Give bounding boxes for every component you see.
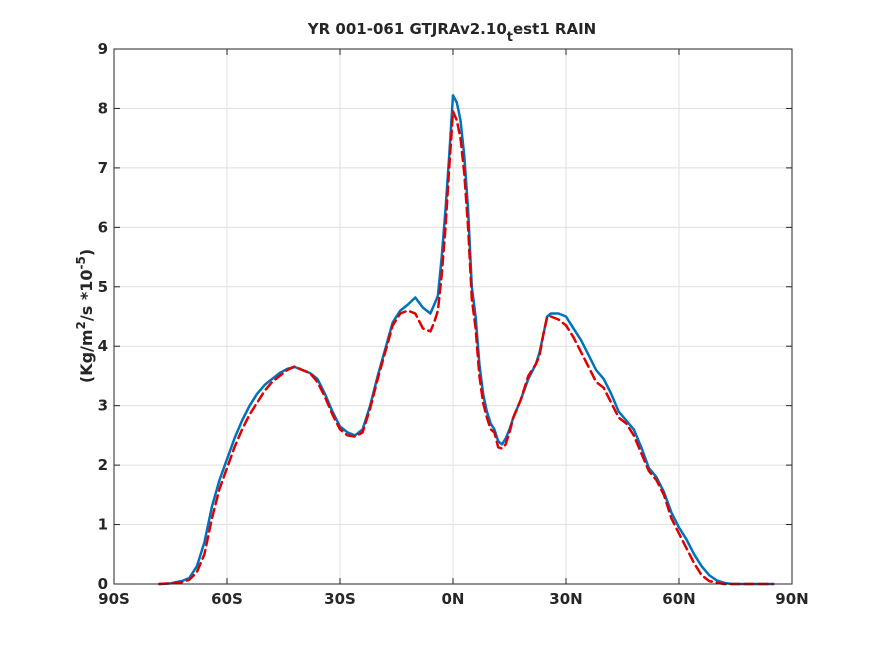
ylabel-after: /s *10 <box>77 270 96 322</box>
ticks: 90S 60S 30S 0N 30N 60N 90N 0 1 2 3 4 5 6 7 8 9 <box>98 40 809 608</box>
y-tick-label: 8 <box>98 99 108 117</box>
ylabel-close: ) <box>77 249 96 256</box>
y-tick-label: 2 <box>98 456 108 474</box>
x-tick-label: 90S <box>98 590 130 608</box>
y-tick-label: 5 <box>98 278 108 296</box>
x-tick-label: 0N <box>442 590 465 608</box>
x-tick-label: 90N <box>775 590 808 608</box>
ylabel-main: (Kg/m <box>77 329 96 383</box>
title-main: YR 001-061 GTJRAv2.10 <box>307 20 507 38</box>
title-suffix: est1 RAIN <box>513 20 596 38</box>
x-tick-label: 30S <box>324 590 356 608</box>
series-group <box>157 94 775 586</box>
y-tick-label: 4 <box>98 337 108 355</box>
y-axis-label: (Kg/m2/s *10-5) <box>74 249 96 383</box>
series-line-1 <box>157 94 775 586</box>
ylabel-sup: 2 <box>74 321 88 329</box>
y-tick-label: 0 <box>98 575 108 593</box>
chart-title: YR 001-061 GTJRAv2.10test1 RAIN <box>307 20 596 45</box>
series-line-2 <box>157 110 775 586</box>
x-tick-label: 60N <box>662 590 695 608</box>
title-subscript: t <box>507 30 513 45</box>
y-tick-label: 3 <box>98 397 108 415</box>
y-tick-label: 9 <box>98 40 108 58</box>
x-tick-label: 60S <box>211 590 243 608</box>
y-tick-label: 6 <box>98 218 108 236</box>
x-tick-label: 30N <box>549 590 582 608</box>
y-tick-label: 7 <box>98 159 108 177</box>
ylabel-exp: -5 <box>74 256 88 269</box>
y-tick-label: 1 <box>98 516 108 534</box>
